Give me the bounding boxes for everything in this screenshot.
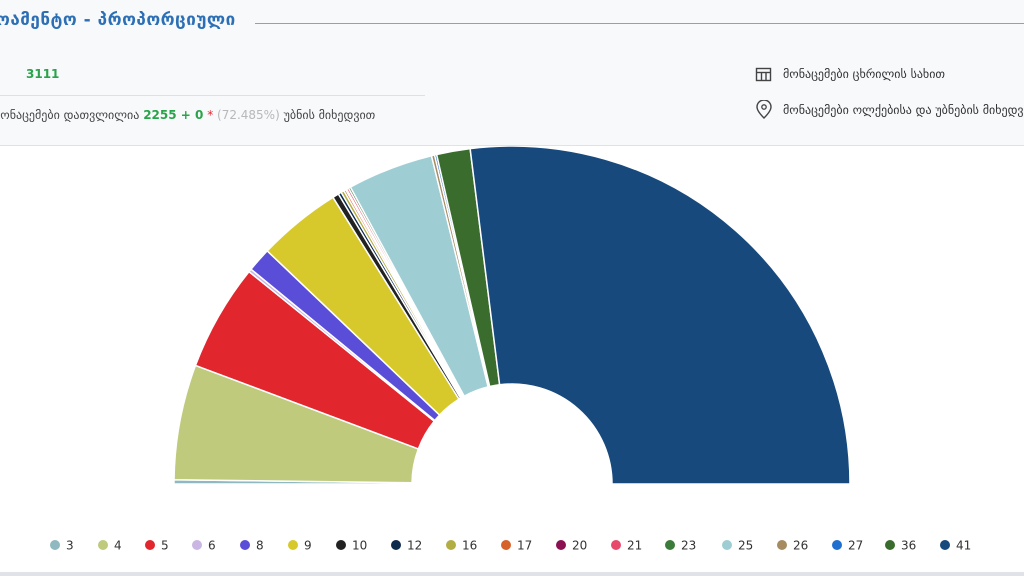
legend-label: 3: [66, 539, 74, 553]
legend-dot: [501, 540, 511, 550]
footer-rule: [0, 572, 1024, 576]
legend-dot: [722, 540, 732, 550]
legend-label: 21: [627, 539, 642, 553]
legend-label: 4: [114, 539, 122, 553]
counted-row: მონაცემები დათვლილია 2255 + 0 * (72.485%…: [0, 108, 375, 122]
legend-label: 10: [352, 539, 367, 553]
legend-dot: [391, 540, 401, 550]
legend-dot: [240, 540, 250, 550]
percent: (72.485%): [217, 108, 280, 122]
asterisk: *: [207, 108, 214, 122]
legend-label: 27: [848, 539, 863, 553]
legend-label: 17: [517, 539, 532, 553]
legend-label: 36: [901, 539, 916, 553]
title-rule: [255, 23, 1024, 24]
table-link[interactable]: მონაცემები ცხრილის სახით: [783, 67, 946, 81]
chart: 3 4 5 6 8 9 10 12 16 17 20 21 23 25 26 27 36 41: [50, 146, 971, 553]
title: ოამენტო - პროპორციული: [0, 10, 236, 30]
separator: [0, 95, 425, 96]
legend-label: 23: [681, 539, 696, 553]
counted: 2255 + 0: [143, 108, 204, 122]
total: 3111: [26, 67, 60, 81]
legend-label: 20: [572, 539, 587, 553]
legend-dot: [145, 540, 155, 550]
legend-label: 5: [161, 539, 169, 553]
legend-dot: [98, 540, 108, 550]
legend-dot: [665, 540, 675, 550]
legend-dot: [336, 540, 346, 550]
legend-dot: [832, 540, 842, 550]
legend-dot: [50, 540, 60, 550]
legend-label: 9: [304, 539, 312, 553]
legend-label: 6: [208, 539, 216, 553]
legend-label: 26: [793, 539, 808, 553]
legend-dot: [611, 540, 621, 550]
legend-label: 12: [407, 539, 422, 553]
legend-dot: [777, 540, 787, 550]
legend-dot: [940, 540, 950, 550]
header: ოამენტო - პროპორციული 3111 მონაცემები და…: [0, 0, 1024, 146]
legend-label: 8: [256, 539, 264, 553]
legend-dot: [192, 540, 202, 550]
table-icon: [755, 67, 772, 82]
location-icon: [756, 100, 772, 119]
counted-label: მონაცემები დათვლილია: [0, 108, 140, 122]
segment: [469, 146, 851, 485]
legend-dot: [288, 540, 298, 550]
legend-dot: [885, 540, 895, 550]
legend-label: 41: [956, 539, 971, 553]
legend-dot: [446, 540, 456, 550]
districts-link[interactable]: მონაცემები ოლქებისა და უბნების მიხედვით: [783, 103, 1024, 117]
by: უბნის მიხედვით: [283, 108, 376, 122]
legend-label: 16: [462, 539, 477, 553]
legend-label: 25: [738, 539, 753, 553]
legend-dot: [556, 540, 566, 550]
